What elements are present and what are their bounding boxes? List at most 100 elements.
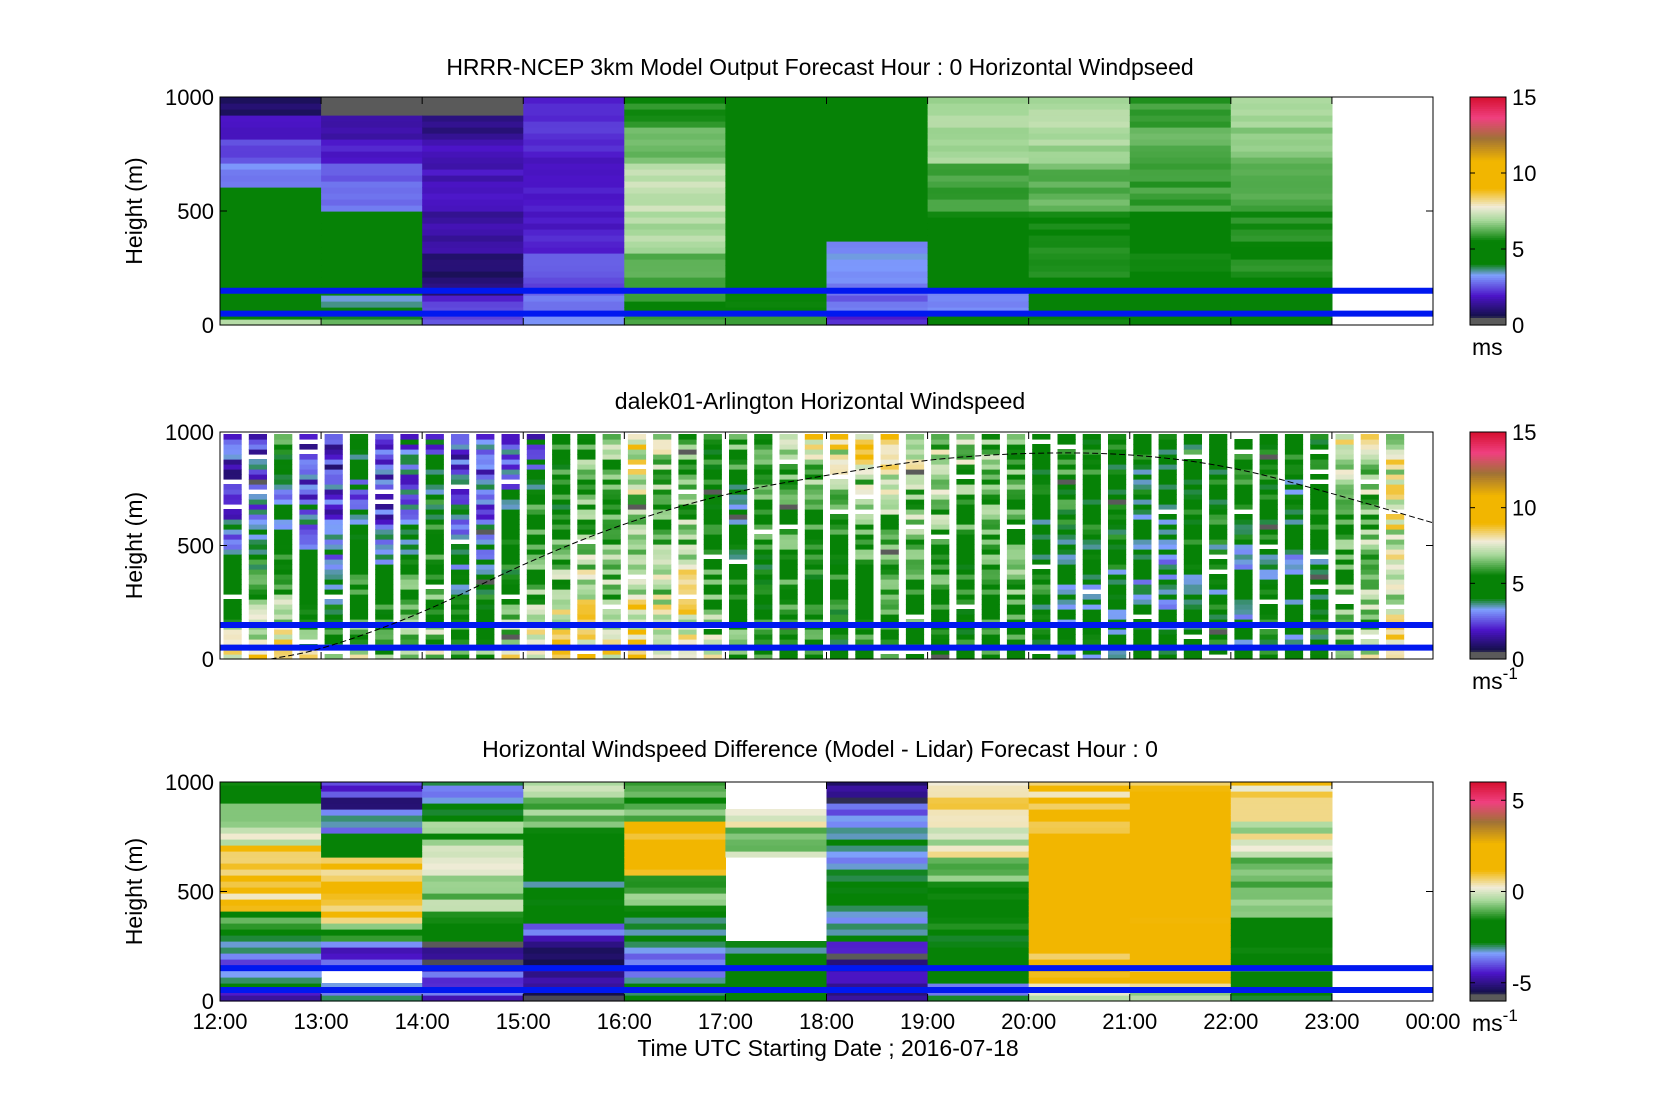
heatmap-cell xyxy=(627,584,647,590)
heatmap-cell xyxy=(725,121,828,128)
heatmap-cell xyxy=(274,529,293,535)
heatmap-cell xyxy=(349,524,369,530)
plot-area xyxy=(220,432,1433,659)
heatmap-cell xyxy=(1057,604,1076,610)
heatmap-cell xyxy=(1082,519,1101,525)
heatmap-cell xyxy=(523,851,625,858)
heatmap-cell xyxy=(624,821,726,828)
heatmap-cell xyxy=(1028,115,1131,122)
heatmap-cell xyxy=(375,529,394,535)
heatmap-cell xyxy=(552,514,571,520)
heatmap-cell xyxy=(826,133,929,140)
heatmap-cell xyxy=(927,247,1030,254)
heatmap-cell xyxy=(855,569,874,575)
heatmap-cell xyxy=(324,609,343,615)
heatmap-cells xyxy=(220,432,1433,660)
heatmap-cell xyxy=(501,559,520,565)
heatmap-cell xyxy=(526,524,545,530)
heatmap-cell xyxy=(1335,529,1354,535)
heatmap-cell xyxy=(1082,474,1101,480)
heatmap-cell xyxy=(1335,499,1354,505)
heatmap-cell xyxy=(1032,449,1051,455)
heatmap-cell xyxy=(1310,464,1329,470)
heatmap-cell xyxy=(375,484,394,490)
heatmap-cell xyxy=(931,579,950,585)
heatmap-cell xyxy=(804,539,823,545)
heatmap-cell xyxy=(779,464,798,470)
heatmap-cell xyxy=(956,464,975,470)
heatmap-cell xyxy=(425,479,444,485)
heatmap-cell xyxy=(321,923,423,930)
heatmap-cell xyxy=(552,599,571,605)
heatmap-cell xyxy=(1108,539,1127,545)
heatmap-cell xyxy=(931,549,950,555)
heatmap-cell xyxy=(1108,459,1127,465)
heatmap-cell xyxy=(299,499,318,505)
colorbar-segment xyxy=(1470,273,1506,277)
colorbar-segment xyxy=(1470,814,1506,818)
heatmap-cell xyxy=(476,569,495,575)
heatmap-cell xyxy=(927,217,1030,224)
heatmap-cell xyxy=(826,235,929,242)
heatmap-cell xyxy=(627,559,647,565)
colorbar-segment xyxy=(1470,847,1506,851)
heatmap-cell xyxy=(1082,604,1101,610)
heatmap-cell xyxy=(1057,559,1076,565)
heatmap-cell xyxy=(577,589,596,595)
heatmap-cell xyxy=(577,454,596,460)
colorbar-segment xyxy=(1470,973,1506,977)
heatmap-cell xyxy=(826,887,929,894)
heatmap-cell xyxy=(1082,454,1101,460)
heatmap-cell xyxy=(349,504,369,510)
heatmap-cell xyxy=(552,539,571,545)
heatmap-cell xyxy=(321,211,423,218)
heatmap-cell xyxy=(729,544,748,550)
heatmap-cell xyxy=(624,115,726,122)
heatmap-cell xyxy=(1129,133,1232,140)
colorbar-segment xyxy=(1470,323,1506,326)
heatmap-cell xyxy=(1028,881,1131,888)
heatmap-cell xyxy=(624,941,726,948)
heatmap-cell xyxy=(703,539,722,545)
heatmap-cell xyxy=(1335,549,1354,555)
heatmap-cell xyxy=(905,444,925,450)
heatmap-cell xyxy=(321,187,423,194)
heatmap-cell xyxy=(804,649,823,655)
heatmap-cell xyxy=(956,609,975,615)
heatmap-cell xyxy=(248,544,267,550)
heatmap-cell xyxy=(1158,489,1177,495)
heatmap-cell xyxy=(981,559,1000,565)
heatmap-cell xyxy=(981,564,1000,570)
heatmap-cell xyxy=(501,654,520,660)
heatmap-cell xyxy=(1006,514,1026,520)
colorbar-segment xyxy=(1470,855,1506,858)
colorbar-segment xyxy=(1470,549,1506,552)
heatmap-cell xyxy=(526,634,545,640)
heatmap-cell xyxy=(754,559,773,565)
heatmap-cell xyxy=(826,205,929,212)
heatmap-cell xyxy=(299,554,318,560)
heatmap-cell xyxy=(451,514,470,520)
colorbar-segment xyxy=(1470,311,1506,315)
heatmap-cell xyxy=(526,439,545,445)
heatmap-cell xyxy=(826,217,929,224)
heatmap-cell xyxy=(220,791,322,798)
heatmap-cell xyxy=(422,163,524,170)
heatmap-cell xyxy=(602,629,621,635)
heatmap-cell xyxy=(321,785,423,792)
heatmap-cell xyxy=(1230,977,1333,984)
heatmap-cell xyxy=(880,524,899,530)
colorbar-segment xyxy=(1470,636,1506,639)
heatmap-cell xyxy=(931,469,950,475)
heatmap-cell xyxy=(1028,163,1131,170)
heatmap-cell xyxy=(1284,464,1304,470)
heatmap-cell xyxy=(981,519,1000,525)
heatmap-cell xyxy=(349,554,369,560)
heatmap-cell xyxy=(422,301,524,308)
colorbar-segment xyxy=(1470,505,1506,509)
heatmap-cell xyxy=(321,241,423,248)
heatmap-cell xyxy=(927,893,1030,900)
heatmap-cell xyxy=(375,574,394,580)
heatmap-cell xyxy=(321,175,423,182)
heatmap-cell xyxy=(830,449,849,455)
